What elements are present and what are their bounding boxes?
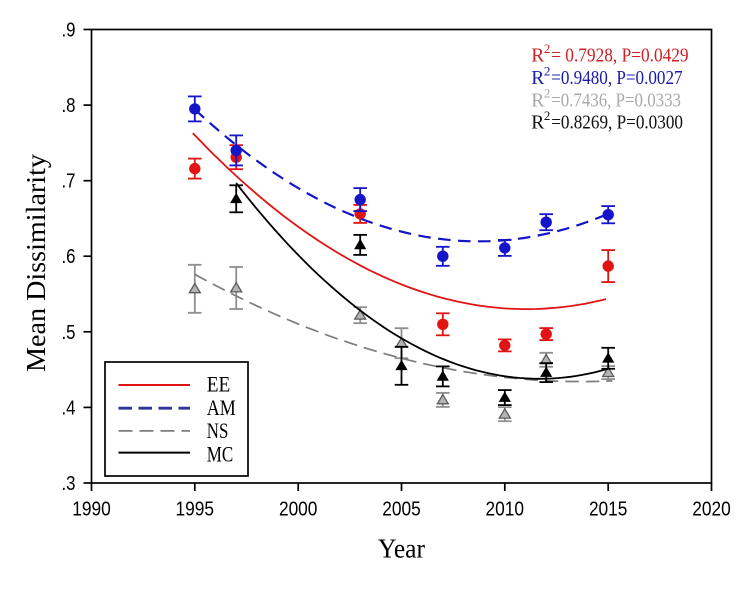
svg-text:R: R xyxy=(531,113,544,134)
svg-text:2: 2 xyxy=(544,108,551,123)
svg-text:=0.7436, P=0.0333: =0.7436, P=0.0333 xyxy=(551,90,681,111)
svg-text:2005: 2005 xyxy=(382,499,421,521)
svg-text:2: 2 xyxy=(544,41,551,56)
svg-text:= 0.7928, P=0.0429: = 0.7928, P=0.0429 xyxy=(551,46,688,67)
svg-text:.8: .8 xyxy=(62,95,76,117)
svg-text:EE: EE xyxy=(207,372,231,397)
svg-text:2015: 2015 xyxy=(589,499,628,521)
svg-text:Year: Year xyxy=(378,534,425,564)
svg-text:2000: 2000 xyxy=(279,499,318,521)
svg-text:R: R xyxy=(531,46,544,67)
svg-text:2020: 2020 xyxy=(692,499,731,521)
svg-text:.9: .9 xyxy=(62,20,76,42)
svg-text:2: 2 xyxy=(544,86,551,101)
svg-text:=0.9480, P=0.0027: =0.9480, P=0.0027 xyxy=(551,68,683,89)
svg-text:.7: .7 xyxy=(62,171,76,193)
svg-text:1990: 1990 xyxy=(72,499,111,521)
svg-text:1995: 1995 xyxy=(176,499,215,521)
svg-text:.5: .5 xyxy=(62,322,76,344)
svg-text:.4: .4 xyxy=(62,397,76,419)
svg-text:R: R xyxy=(531,68,544,89)
svg-text:MC: MC xyxy=(207,441,234,466)
svg-text:.3: .3 xyxy=(62,473,76,495)
svg-text:Mean Dissimilarity: Mean Dissimilarity xyxy=(21,153,51,372)
svg-text:2: 2 xyxy=(544,63,551,78)
svg-text:.6: .6 xyxy=(62,246,76,268)
svg-text:R: R xyxy=(531,90,544,111)
svg-text:NS: NS xyxy=(207,418,229,443)
svg-text:=0.8269, P=0.0300: =0.8269, P=0.0300 xyxy=(551,113,683,134)
svg-text:AM: AM xyxy=(207,395,236,420)
svg-text:2010: 2010 xyxy=(486,499,525,521)
